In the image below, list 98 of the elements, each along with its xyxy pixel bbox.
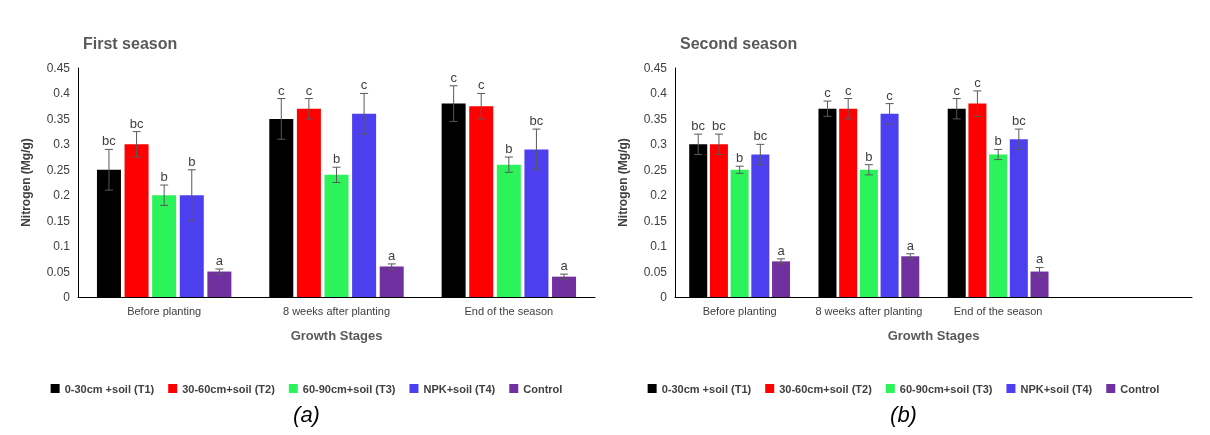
bar (1009, 139, 1028, 297)
legend-label: NPK+soil (T4) (423, 382, 496, 395)
y-tick-label: 0.2 (650, 188, 668, 203)
data-label: b (160, 169, 168, 185)
y-tick-label: 0.4 (650, 86, 668, 101)
y-tick-label: 0.25 (46, 162, 71, 177)
legend-label: 0-30cm +soil (T1) (64, 382, 155, 395)
y-tick-label: 0.35 (46, 111, 71, 126)
legend-label: 60-90cm+soil (T3) (302, 382, 396, 395)
text: (b) (890, 401, 917, 427)
legend-label: 30-60cm+soil (T2) (779, 382, 873, 395)
data-label: c (974, 74, 982, 90)
bar (989, 154, 1008, 297)
data-label: bc (129, 115, 144, 131)
data-label: bc (753, 128, 768, 144)
y-tick-label: 0 (660, 290, 668, 304)
legend-label: 30-60cm+soil (T2) (182, 382, 276, 395)
data-label: b (505, 141, 513, 157)
x-axis-title: Growth Stages (887, 328, 980, 343)
data-label: bc (529, 113, 544, 129)
legend-label: 60-90cm+soil (T3) (899, 382, 993, 395)
y-tick-label: 0.3 (650, 137, 668, 152)
data-label: bc (1011, 113, 1027, 129)
data-label: c (824, 85, 832, 101)
legend-label: Control (1120, 382, 1160, 395)
bar (524, 149, 549, 297)
legend-label: NPK+soil (T4) (1020, 382, 1093, 395)
bar (552, 276, 577, 297)
data-label: a (1035, 251, 1044, 267)
y-axis-title: Nitrogen (Mg/g) (19, 138, 33, 227)
data-label: c (844, 82, 852, 98)
bar (296, 108, 321, 297)
bar (880, 113, 899, 297)
y-tick-label: 0.3 (53, 137, 71, 152)
x-tick-label: Before planting (702, 304, 777, 317)
data-label: bc (712, 118, 727, 134)
data-label: c (305, 82, 313, 98)
data-label: a (388, 247, 397, 263)
bar (124, 144, 149, 297)
data-label: c (450, 69, 458, 85)
data-label: c (360, 77, 368, 93)
data-label: c (886, 87, 894, 103)
data-label: b (332, 151, 341, 167)
x-tick-label: 8 weeks after planting (282, 304, 391, 317)
y-tick-label: 0.2 (53, 188, 71, 203)
data-label: b (188, 153, 196, 169)
y-tick-label: 0.4 (53, 86, 71, 101)
y-tick-label: 0.05 (46, 264, 71, 279)
data-label: c (953, 82, 961, 98)
y-tick-label: 0.15 (643, 213, 668, 228)
data-label: c (278, 82, 286, 98)
data-label: b (865, 148, 873, 164)
data-label: c (477, 77, 485, 93)
data-label: a (215, 253, 224, 269)
data-label: a (560, 258, 569, 274)
y-tick-label: 0 (63, 290, 71, 304)
data-label: bc (691, 118, 706, 134)
data-label: b (994, 133, 1002, 149)
bar (379, 266, 404, 297)
chart-title: Second season (680, 34, 798, 52)
y-tick-label: 0.1 (53, 239, 71, 254)
bar (324, 174, 349, 297)
bar (901, 256, 920, 297)
chart-title: First season (83, 34, 178, 52)
bar (772, 261, 791, 297)
y-tick-label: 0.45 (46, 61, 71, 75)
y-tick-label: 0.05 (643, 264, 668, 279)
text: (a) (293, 401, 320, 427)
legend-label: 0-30cm +soil (T1) (661, 382, 752, 395)
x-tick-label: Before planting (127, 304, 202, 317)
y-axis-title: Nitrogen (Mg/g) (616, 138, 630, 227)
bar (207, 271, 232, 297)
bar (1030, 271, 1049, 297)
x-tick-label: End of the season (953, 304, 1043, 317)
data-label: a (777, 242, 786, 258)
x-tick-label: End of the season (464, 304, 554, 317)
bar (352, 113, 377, 297)
y-tick-label: 0.1 (650, 239, 668, 254)
bar (751, 154, 770, 297)
bar (152, 195, 177, 297)
bar (469, 106, 494, 297)
data-label: a (906, 237, 915, 253)
bar (968, 103, 987, 297)
x-tick-label: 8 weeks after planting (815, 304, 923, 317)
legend-label: Control (523, 382, 563, 395)
bar (179, 195, 204, 297)
bar (859, 169, 878, 297)
y-tick-label: 0.15 (46, 213, 71, 228)
y-tick-label: 0.45 (643, 61, 668, 75)
data-label: b (736, 150, 744, 166)
y-tick-label: 0.25 (643, 162, 668, 177)
bar (709, 144, 728, 297)
data-label: bc (102, 133, 117, 149)
bar (730, 169, 749, 297)
x-axis-title: Growth Stages (290, 328, 383, 343)
bar (496, 164, 521, 297)
y-tick-label: 0.35 (643, 111, 668, 126)
bar (839, 108, 858, 297)
